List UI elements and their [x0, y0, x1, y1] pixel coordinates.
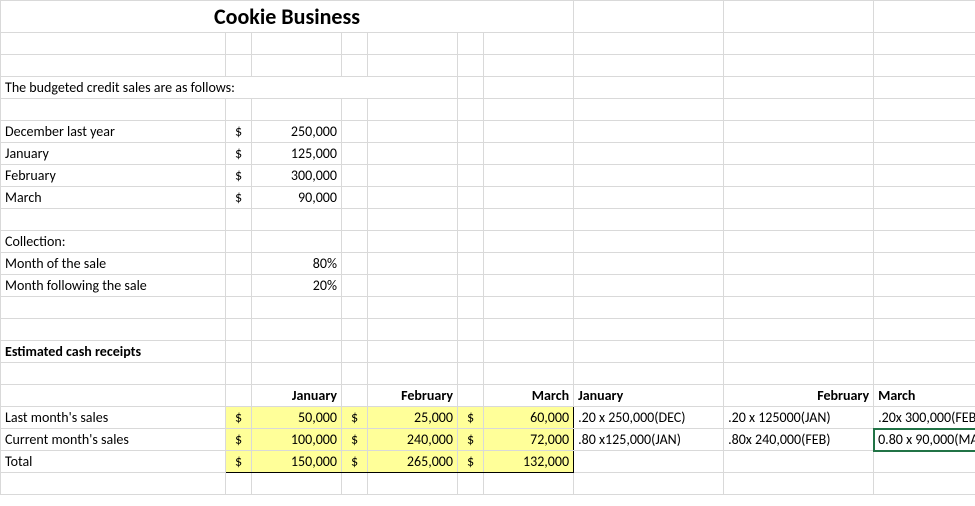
- currency-symbol: $: [458, 429, 484, 451]
- month-header: February: [368, 385, 458, 407]
- currency-symbol: $: [226, 143, 252, 165]
- credit-sales-label: March: [1, 187, 226, 209]
- currency-symbol: $: [226, 451, 252, 473]
- receipts-formula[interactable]: .20 x 125000(JAN): [724, 407, 874, 429]
- receipts-amount[interactable]: 100,000: [252, 429, 342, 451]
- selected-cell[interactable]: 0.80 x 90,000(MAR): [874, 429, 975, 451]
- credit-sales-label: December last year: [1, 121, 226, 143]
- receipts-formula[interactable]: .20 x 250,000(DEC): [574, 407, 724, 429]
- month-header: January: [252, 385, 342, 407]
- receipts-total[interactable]: 132,000: [484, 451, 574, 473]
- month-header: March: [484, 385, 574, 407]
- currency-symbol: $: [226, 121, 252, 143]
- currency-symbol: $: [226, 407, 252, 429]
- collection-label: Month of the sale: [1, 253, 226, 275]
- credit-sales-value[interactable]: 250,000: [252, 121, 342, 143]
- page-title: Cookie Business: [1, 1, 574, 33]
- receipts-row-label: Total: [1, 451, 226, 473]
- intro-text: The budgeted credit sales are as follows…: [1, 77, 458, 99]
- currency-symbol: $: [458, 407, 484, 429]
- receipts-heading: Estimated cash receipts: [1, 341, 226, 363]
- receipts-amount[interactable]: 240,000: [368, 429, 458, 451]
- formula-header: January: [574, 385, 724, 407]
- formula-header: February: [724, 385, 874, 407]
- currency-symbol: $: [342, 429, 368, 451]
- currency-symbol: $: [342, 407, 368, 429]
- receipts-formula[interactable]: .80 x125,000(JAN): [574, 429, 724, 451]
- currency-symbol: $: [226, 187, 252, 209]
- receipts-row-label: Current month's sales: [1, 429, 226, 451]
- collection-value[interactable]: 20%: [252, 275, 342, 297]
- receipts-amount[interactable]: 50,000: [252, 407, 342, 429]
- receipts-formula[interactable]: .20x 300,000(FEB): [874, 407, 975, 429]
- currency-symbol: $: [458, 451, 484, 473]
- receipts-row-label: Last month's sales: [1, 407, 226, 429]
- receipts-total[interactable]: 150,000: [252, 451, 342, 473]
- receipts-formula[interactable]: .80x 240,000(FEB): [724, 429, 874, 451]
- credit-sales-label: February: [1, 165, 226, 187]
- collection-label: Month following the sale: [1, 275, 226, 297]
- receipts-total[interactable]: 265,000: [368, 451, 458, 473]
- credit-sales-value[interactable]: 90,000: [252, 187, 342, 209]
- receipts-amount[interactable]: 60,000: [484, 407, 574, 429]
- credit-sales-label: January: [1, 143, 226, 165]
- receipts-amount[interactable]: 25,000: [368, 407, 458, 429]
- currency-symbol: $: [226, 429, 252, 451]
- collection-heading: Collection:: [1, 231, 226, 253]
- collection-value[interactable]: 80%: [252, 253, 342, 275]
- spreadsheet-sheet: Cookie Business The budgeted credit sale…: [0, 0, 975, 506]
- currency-symbol: $: [226, 165, 252, 187]
- credit-sales-value[interactable]: 125,000: [252, 143, 342, 165]
- credit-sales-value[interactable]: 300,000: [252, 165, 342, 187]
- spreadsheet-grid[interactable]: Cookie Business The budgeted credit sale…: [0, 0, 975, 495]
- receipts-amount[interactable]: 72,000: [484, 429, 574, 451]
- currency-symbol: $: [342, 451, 368, 473]
- formula-header: March: [874, 385, 975, 407]
